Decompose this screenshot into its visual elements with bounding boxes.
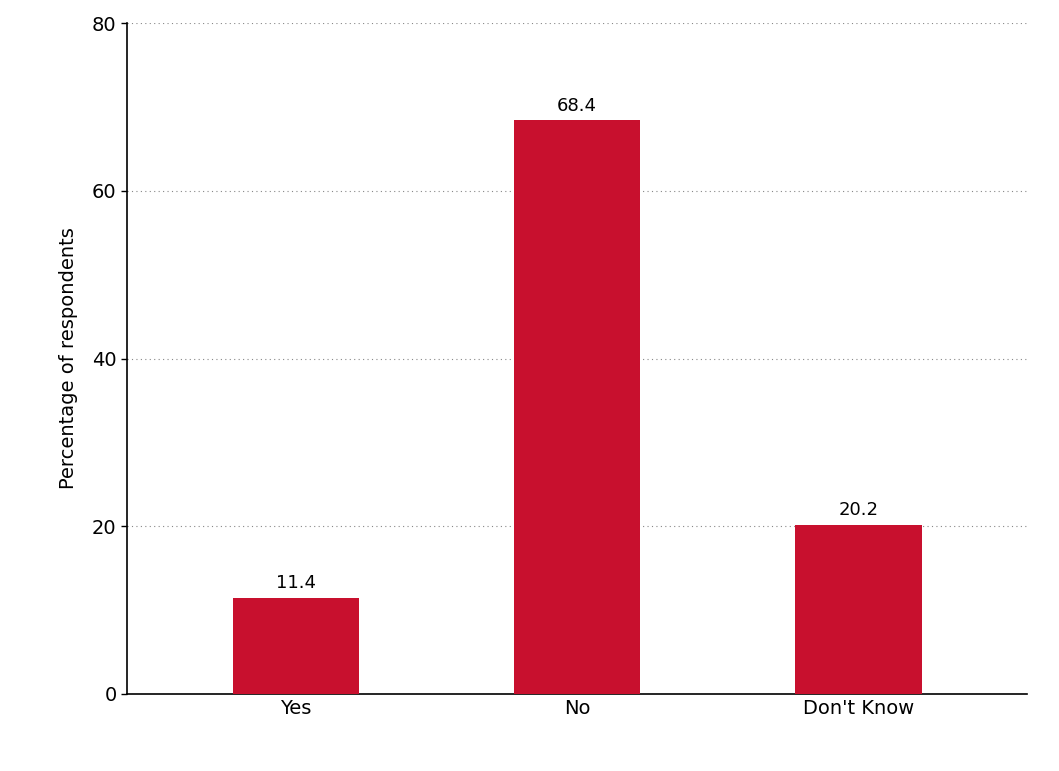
Bar (795, 524, 921, 694)
Text: 20.2: 20.2 (839, 500, 879, 519)
Y-axis label: Percentage of respondents: Percentage of respondents (59, 227, 78, 490)
Bar (514, 120, 641, 694)
Text: 68.4: 68.4 (557, 96, 597, 115)
Text: 11.4: 11.4 (275, 574, 316, 592)
Bar (233, 598, 359, 694)
